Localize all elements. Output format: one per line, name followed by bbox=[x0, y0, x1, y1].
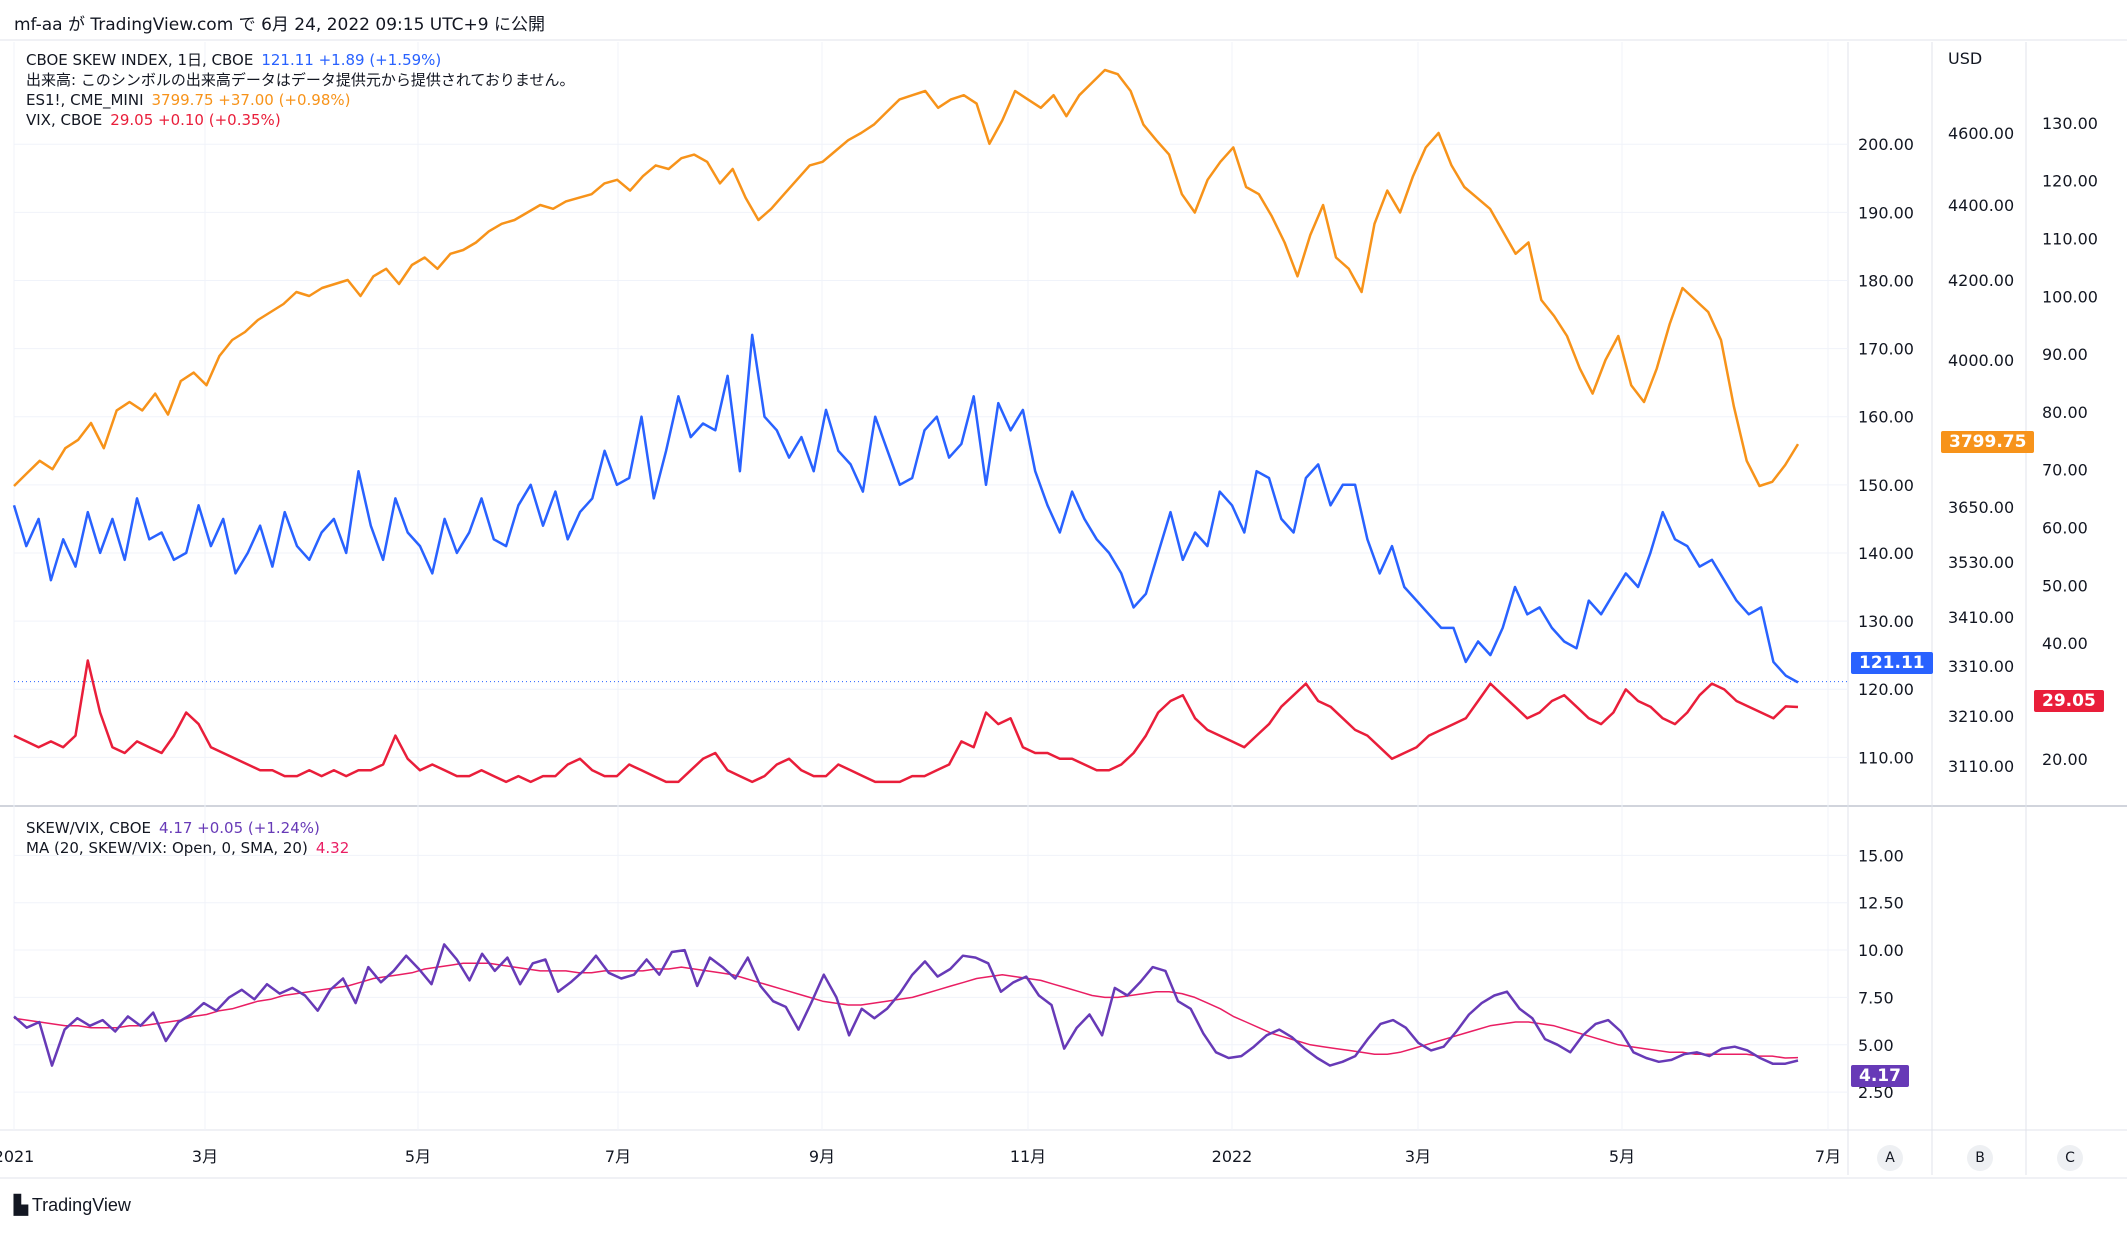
legend-ma[interactable]: MA (20, SKEW/VIX: Open, 0, SMA, 20) 4.32 bbox=[26, 838, 349, 858]
vix-price-badge: 29.05 bbox=[2034, 690, 2104, 712]
ma-series-line bbox=[13, 962, 1799, 1059]
vix-tick-label: 80.00 bbox=[2042, 403, 2088, 422]
es-series-line bbox=[13, 68, 1800, 488]
legend-volume: 出来高: このシンボルの出来高データはデータ提供元から提供されておりません。 bbox=[26, 70, 574, 90]
sub-legend: SKEW/VIX, CBOE 4.17 +0.05 (+1.24%) MA (20… bbox=[26, 818, 349, 858]
vix-tick-label: 90.00 bbox=[2042, 345, 2088, 364]
x-tick-label: 9月 bbox=[809, 1147, 835, 1166]
es-tick-label: 3530.00 bbox=[1948, 553, 2014, 572]
vix-tick-label: 70.00 bbox=[2042, 461, 2088, 480]
vix-tick-label: 120.00 bbox=[2042, 172, 2098, 191]
skew-series-line bbox=[12, 333, 1799, 684]
brand-name: TradingView bbox=[31, 1195, 131, 1215]
legend-skew-name: CBOE SKEW INDEX, 1日, CBOE bbox=[26, 51, 254, 69]
skew-tick-label: 190.00 bbox=[1858, 203, 1914, 222]
x-tick-label: 11月 bbox=[1010, 1147, 1046, 1166]
legend-ma-value: 4.32 bbox=[315, 839, 350, 857]
ratio-tick-label: 15.00 bbox=[1858, 846, 1904, 865]
skew-tick-label: 160.00 bbox=[1858, 408, 1914, 427]
es-tick-label: 3310.00 bbox=[1948, 657, 2014, 676]
vix-tick-label: 110.00 bbox=[2042, 230, 2098, 249]
skew-tick-label: 120.00 bbox=[1858, 680, 1914, 699]
axis-unit-label: USD bbox=[1948, 49, 1982, 68]
legend-vix-name: VIX, CBOE bbox=[26, 111, 103, 129]
publish-header: mf-aa が TradingView.com で 6月 24, 2022 09… bbox=[14, 15, 545, 35]
es-tick-label: 4200.00 bbox=[1948, 271, 2014, 290]
skew-tick-label: 170.00 bbox=[1858, 340, 1914, 359]
tradingview-logo-icon: ▙ bbox=[14, 1195, 28, 1215]
es-tick-label: 3650.00 bbox=[1948, 498, 2014, 517]
legend-volume-note: 出来高: このシンボルの出来高データはデータ提供元から提供されておりません。 bbox=[26, 71, 575, 89]
legend-ratio[interactable]: SKEW/VIX, CBOE 4.17 +0.05 (+1.24%) bbox=[26, 818, 349, 838]
vix-tick-label: 20.00 bbox=[2042, 750, 2088, 769]
ratio-tick-label: 2.50 bbox=[1858, 1083, 1894, 1102]
legend-skew[interactable]: CBOE SKEW INDEX, 1日, CBOE 121.11 +1.89 (+… bbox=[26, 50, 574, 70]
x-tick-label: 2021 bbox=[0, 1147, 34, 1166]
x-tick-label: 7月 bbox=[605, 1147, 631, 1166]
ratio-tick-label: 12.50 bbox=[1858, 894, 1904, 913]
vix-tick-label: 40.00 bbox=[2042, 634, 2088, 653]
es-price-badge: 3799.75 bbox=[1941, 431, 2035, 453]
ratio-series-line bbox=[13, 943, 1799, 1067]
legend-es-value: 3799.75 +37.00 (+0.98%) bbox=[151, 91, 351, 109]
scale-button-b[interactable]: B bbox=[1967, 1145, 1993, 1171]
scale-button-c[interactable]: C bbox=[2057, 1145, 2083, 1171]
x-tick-label: 5月 bbox=[1609, 1147, 1635, 1166]
ratio-tick-label: 5.00 bbox=[1858, 1036, 1894, 1055]
legend-vix-value: 29.05 +0.10 (+0.35%) bbox=[110, 111, 281, 129]
skew-price-badge: 121.11 bbox=[1851, 652, 1933, 674]
legend-es-name: ES1!, CME_MINI bbox=[26, 91, 144, 109]
skew-tick-label: 200.00 bbox=[1858, 135, 1914, 154]
vix-tick-label: 60.00 bbox=[2042, 519, 2088, 538]
legend-es[interactable]: ES1!, CME_MINI 3799.75 +37.00 (+0.98%) bbox=[26, 90, 574, 110]
legend-skew-value: 121.11 +1.89 (+1.59%) bbox=[261, 51, 442, 69]
ratio-tick-label: 7.50 bbox=[1858, 988, 1894, 1007]
skew-tick-label: 140.00 bbox=[1858, 544, 1914, 563]
es-tick-label: 4600.00 bbox=[1948, 124, 2014, 143]
vix-series-line bbox=[13, 659, 1799, 784]
legend-ma-name: MA (20, SKEW/VIX: Open, 0, SMA, 20) bbox=[26, 839, 308, 857]
vix-tick-label: 50.00 bbox=[2042, 576, 2088, 595]
skew-tick-label: 130.00 bbox=[1858, 612, 1914, 631]
scale-button-a[interactable]: A bbox=[1877, 1145, 1903, 1171]
skew-tick-label: 150.00 bbox=[1858, 476, 1914, 495]
brand[interactable]: ▙ TradingView bbox=[14, 1195, 131, 1216]
legend-ratio-value: 4.17 +0.05 (+1.24%) bbox=[159, 819, 320, 837]
x-tick-label: 5月 bbox=[405, 1147, 431, 1166]
skew-tick-label: 110.00 bbox=[1858, 748, 1914, 767]
es-tick-label: 3210.00 bbox=[1948, 707, 2014, 726]
main-legend: CBOE SKEW INDEX, 1日, CBOE 121.11 +1.89 (+… bbox=[26, 50, 574, 130]
legend-vix[interactable]: VIX, CBOE 29.05 +0.10 (+0.35%) bbox=[26, 110, 574, 130]
es-tick-label: 4400.00 bbox=[1948, 196, 2014, 215]
vix-tick-label: 100.00 bbox=[2042, 287, 2098, 306]
legend-ratio-name: SKEW/VIX, CBOE bbox=[26, 819, 152, 837]
es-tick-label: 4000.00 bbox=[1948, 351, 2014, 370]
es-tick-label: 3410.00 bbox=[1948, 608, 2014, 627]
x-tick-label: 7月 bbox=[1815, 1147, 1841, 1166]
x-tick-label: 2022 bbox=[1212, 1147, 1253, 1166]
skew-tick-label: 180.00 bbox=[1858, 271, 1914, 290]
x-tick-label: 3月 bbox=[1405, 1147, 1431, 1166]
x-tick-label: 3月 bbox=[192, 1147, 218, 1166]
ratio-tick-label: 10.00 bbox=[1858, 941, 1904, 960]
vix-tick-label: 130.00 bbox=[2042, 114, 2098, 133]
es-tick-label: 3110.00 bbox=[1948, 757, 2014, 776]
ratio-price-badge: 4.17 bbox=[1851, 1065, 1909, 1087]
